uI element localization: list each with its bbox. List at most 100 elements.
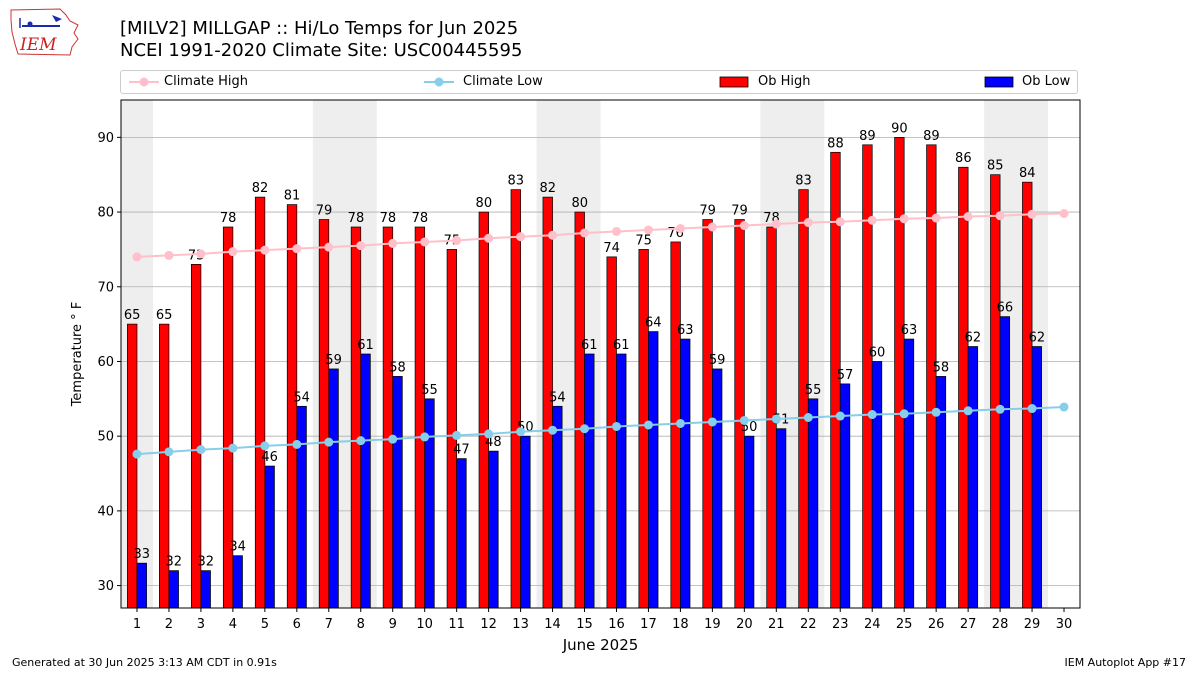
footer-app: IEM Autoplot App #17	[1064, 656, 1187, 669]
climate-high-point-4	[228, 247, 238, 257]
title-line-2: NCEI 1991-2020 Climate Site: USC00445595	[120, 40, 523, 61]
legend-ob-low: Ob Low	[1022, 74, 1071, 89]
ob-high-bar-29	[1022, 181, 1033, 609]
ob-high-bar-7	[318, 219, 330, 609]
ob-low-bar-5	[264, 465, 275, 609]
climate-high-point-22	[803, 218, 813, 228]
ob-high-label-28: 85	[987, 159, 1004, 174]
climate-low-point-22	[803, 413, 813, 422]
climate-low-point-27	[963, 406, 973, 416]
ob-high-label-25: 90	[891, 121, 908, 136]
ob-low-bar-7	[328, 368, 339, 609]
climate-low-line	[136, 406, 1065, 456]
x-tick-label-16: 16	[608, 617, 625, 632]
x-tick-label-14: 14	[544, 617, 561, 632]
ob-high-label-13: 83	[508, 174, 525, 189]
ob-high-label-23: 88	[827, 136, 844, 151]
x-tick-label-19: 19	[704, 617, 721, 632]
x-tick-label-6: 6	[293, 617, 301, 632]
ob-low-label-29: 62	[1029, 331, 1046, 346]
ob-high-label-26: 89	[923, 129, 940, 144]
ob-high-bar-10	[414, 226, 426, 609]
ob-high-bar-11	[446, 249, 457, 609]
x-tick-label-20: 20	[736, 617, 753, 632]
ob-low-bar-9	[392, 376, 403, 609]
climate-high-point-9	[388, 238, 398, 248]
climate-low-point-6	[292, 439, 302, 449]
y-tick-label-60: 60	[97, 355, 114, 370]
climate-high-point-21	[771, 219, 781, 229]
ob-low-bar-14	[552, 405, 563, 609]
x-tick-label-22: 22	[800, 617, 817, 632]
ob-low-label-14: 54	[549, 390, 566, 405]
ob-high-label-2: 65	[156, 308, 173, 323]
climate-high-line	[136, 212, 1065, 258]
climate-low-point-10	[420, 432, 430, 442]
ob-low-bar-10	[424, 398, 435, 609]
x-tick-label-27: 27	[960, 617, 977, 632]
legend-climate-low-marker	[424, 77, 454, 87]
ob-high-label-16: 74	[603, 241, 620, 256]
x-tick-label-13: 13	[512, 617, 529, 632]
ob-low-bar-19	[712, 368, 723, 609]
ob-low-bar-2	[168, 570, 179, 609]
ob-low-label-1: 33	[134, 547, 151, 562]
legend-ob-high-marker	[719, 76, 749, 88]
ob-low-bar-6	[296, 405, 307, 609]
x-tick-label-15: 15	[576, 617, 593, 632]
ob-high-label-10: 78	[412, 211, 429, 226]
ob-high-bar-1	[127, 323, 138, 609]
ob-low-bar-4	[232, 555, 243, 609]
ob-low-bar-11	[456, 458, 467, 609]
climate-high-point-23	[835, 217, 845, 227]
climate-high-point-7	[324, 242, 334, 252]
x-tick-label-2: 2	[165, 617, 173, 632]
climate-high-point-1	[132, 252, 142, 262]
climate-high-point-11	[452, 235, 462, 245]
ob-high-label-8: 78	[348, 211, 365, 226]
legend: Climate High Climate Low Ob High Ob Low	[120, 70, 1078, 94]
y-axis-label: Temperature ° F	[70, 302, 85, 408]
climate-high-point-26	[931, 213, 941, 223]
y-tick-label-40: 40	[97, 504, 114, 519]
climate-low-point-15	[580, 424, 590, 434]
climate-low-point-29	[1027, 404, 1037, 414]
ob-low-label-5: 46	[261, 450, 278, 465]
climate-high-point-6	[292, 244, 302, 254]
ob-high-bar-13	[510, 189, 521, 609]
ob-low-bar-15	[584, 353, 595, 609]
x-tick-label-24: 24	[864, 617, 881, 632]
ob-high-label-14: 82	[539, 181, 556, 196]
climate-low-point-21	[771, 414, 781, 424]
x-tick-label-17: 17	[640, 617, 657, 632]
ob-high-label-7: 79	[316, 204, 333, 219]
ob-low-bar-24	[871, 361, 883, 609]
x-tick-label-7: 7	[325, 617, 333, 632]
ob-high-bar-8	[350, 226, 362, 609]
ob-low-label-10: 55	[421, 383, 438, 398]
x-tick-label-8: 8	[357, 617, 365, 632]
x-tick-label-1: 1	[133, 617, 141, 632]
ob-high-label-24: 89	[859, 129, 876, 144]
climate-low-point-20	[739, 415, 749, 425]
ob-high-bar-15	[574, 211, 585, 609]
ob-high-bar-25	[894, 137, 905, 609]
ob-high-bar-16	[606, 256, 617, 609]
climate-high-point-10	[420, 237, 430, 247]
ob-high-bar-19	[702, 219, 713, 609]
ob-low-label-25: 63	[901, 323, 918, 338]
logo-text: IEM	[19, 35, 57, 55]
climate-high-point-17	[643, 225, 653, 235]
climate-low-point-13	[516, 427, 526, 437]
climate-low-point-3	[196, 445, 206, 455]
ob-low-label-12: 48	[485, 435, 502, 450]
climate-low-point-4	[228, 443, 238, 453]
climate-high-point-5	[260, 245, 270, 255]
climate-low-point-1	[132, 449, 142, 459]
x-tick-label-29: 29	[1024, 617, 1041, 632]
climate-high-point-28	[995, 211, 1005, 221]
x-tick-label-9: 9	[389, 617, 397, 632]
ob-low-label-19: 59	[709, 353, 726, 368]
ob-high-bar-12	[478, 211, 489, 609]
